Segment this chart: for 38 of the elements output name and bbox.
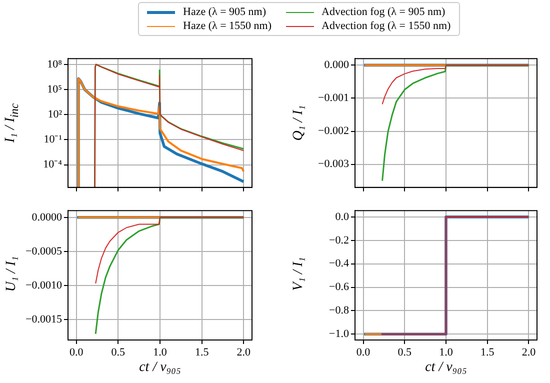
- y-tick-label: −0.003: [318, 158, 350, 170]
- legend-label: Haze (λ = 1550 nm): [183, 20, 272, 32]
- y-tick-label: −0.002: [318, 125, 349, 138]
- y-axis-title: V₁ / I₁: [291, 256, 307, 290]
- y-tick-label: −0.4: [329, 258, 350, 270]
- x-tick-label: 1.5: [194, 346, 210, 358]
- y-tick-label: 0.0000: [32, 211, 62, 224]
- x-axis-title: ct / v₉₀₅: [424, 360, 468, 376]
- legend-label: Advection fog (λ = 1550 nm): [322, 20, 451, 32]
- y-tick-label: 10⁵: [47, 83, 62, 96]
- x-tick-label: 0.5: [111, 346, 126, 358]
- x-tick-label: 0.0: [356, 346, 371, 358]
- y-tick-label: 10⁸: [47, 58, 62, 70]
- y-tick-label: 10⁻⁴: [43, 158, 62, 171]
- legend-label: Advection fog (λ = 905 nm): [322, 6, 446, 18]
- x-tick-label: 0.0: [69, 346, 84, 358]
- x-tick-label: 1.0: [439, 346, 454, 358]
- x-tick-label: 2.0: [236, 346, 252, 358]
- y-tick-label: −0.0015: [26, 313, 62, 326]
- y-tick-label: −0.0010: [26, 279, 62, 292]
- y-tick-label: −0.6: [329, 281, 350, 294]
- y-axis-title: Q₁ / I₁: [291, 104, 307, 140]
- y-tick-label: −0.0005: [26, 245, 62, 258]
- y-tick-label: 10⁻¹: [44, 134, 62, 146]
- x-tick-label: 2.0: [522, 346, 536, 358]
- y-tick-label: 0.000: [324, 59, 350, 72]
- y-tick-label: −1.0: [329, 328, 350, 340]
- y-tick-label: 0.0: [335, 210, 350, 223]
- legend-label: Haze (λ = 905 nm): [183, 6, 266, 18]
- y-tick-label: −0.8: [329, 304, 350, 317]
- x-tick-label: 1.0: [153, 346, 168, 358]
- y-axis-title: U₁ / I₁: [4, 256, 20, 292]
- x-tick-label: 0.5: [398, 346, 412, 358]
- x-tick-label: 1.5: [480, 346, 495, 358]
- y-tick-label: 10²: [48, 108, 63, 121]
- y-tick-label: −0.2: [329, 234, 349, 246]
- y-tick-label: −0.001: [318, 92, 349, 104]
- x-axis-title: ct / v₉₀₅: [138, 360, 182, 376]
